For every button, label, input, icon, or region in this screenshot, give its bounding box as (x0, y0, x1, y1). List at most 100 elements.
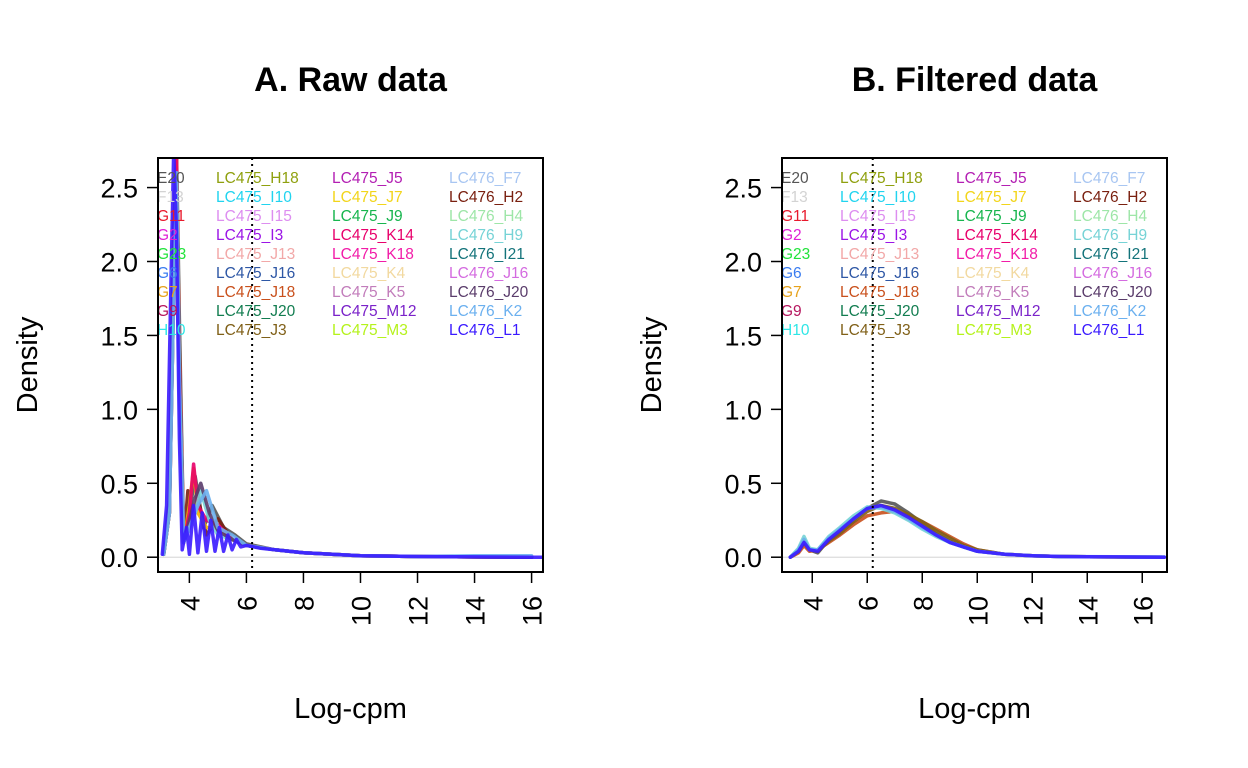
legend-label: F13 (157, 189, 184, 206)
legend-label: LC475_J13 (840, 246, 919, 263)
legend-label: LC476_L1 (1073, 322, 1145, 339)
legend-label: LC475_K18 (332, 246, 414, 263)
legend-label: LC476_I21 (449, 246, 525, 263)
y-tick-label: 1.0 (100, 395, 138, 425)
legend-label: LC476_J16 (449, 265, 528, 282)
legend-label: LC475_J16 (216, 265, 295, 282)
legend-label: LC476_J20 (449, 284, 529, 301)
legend-label: LC475_J7 (956, 189, 1027, 206)
legend-label: G11 (157, 208, 185, 225)
legend-label: LC475_K14 (956, 227, 1038, 244)
y-tick-label: 1.5 (724, 321, 762, 351)
x-axis-label: Log-cpm (918, 693, 1031, 725)
legend-label: LC476_H4 (449, 208, 523, 225)
legend: E20 F13 G11 G2 G23 G6 G7 G9 H10 LC475_H18 LC475_I1… (781, 170, 1153, 339)
y-tick-label: 0.0 (724, 543, 762, 573)
legend-label: LC475_K5 (956, 284, 1029, 301)
legend-label: LC475_J5 (956, 170, 1027, 187)
legend-label: LC476_K2 (1073, 303, 1146, 320)
legend-label: G23 (157, 246, 186, 263)
legend-label: LC475_I15 (840, 208, 916, 225)
legend-label: LC475_J18 (216, 284, 295, 301)
panel-raw: A. Raw data E20 F13 G11 G2 G23 G6 G7 G9 H10 LC475_… (12, 61, 548, 725)
y-tick-label: 2.0 (100, 248, 138, 278)
legend-label: LC475_K18 (956, 246, 1038, 263)
legend-label: H10 (157, 322, 186, 339)
legend-label: LC475_J3 (840, 322, 911, 339)
series-group (788, 499, 1167, 559)
x-tick-label: 12 (1018, 596, 1048, 626)
legend-label: LC475_J3 (216, 322, 287, 339)
legend-label: LC475_M3 (332, 322, 408, 339)
legend-label: LC476_H2 (449, 189, 523, 206)
legend-label: LC475_K4 (956, 265, 1030, 282)
legend-label: LC476_H9 (1073, 227, 1147, 244)
legend-label: LC476_F7 (449, 170, 521, 187)
legend: E20 F13 G11 G2 G23 G6 G7 G9 H10 LC475_H18 LC475_I1… (157, 170, 529, 339)
legend-label: E20 (781, 170, 809, 187)
legend-label: E20 (157, 170, 185, 187)
legend-label: LC475_J9 (956, 208, 1027, 225)
legend-label: G7 (781, 284, 802, 301)
legend-label: LC476_J20 (1073, 284, 1153, 301)
legend-label: LC476_F7 (1073, 170, 1145, 187)
y-tick-label: 2.0 (724, 248, 762, 278)
series-line-lc476-l1 (160, 158, 543, 559)
x-axis-label: Log-cpm (294, 693, 407, 725)
legend-label: LC475_I3 (216, 227, 283, 244)
x-tick-label: 14 (461, 596, 491, 626)
legend-label: G2 (781, 227, 802, 244)
legend-label: LC476_I21 (1073, 246, 1149, 263)
legend-label: LC475_J20 (840, 303, 920, 320)
x-tick-label: 6 (232, 596, 262, 611)
y-tick-label: 1.5 (100, 321, 138, 351)
x-tick-label: 10 (963, 596, 993, 626)
legend-label: G7 (157, 284, 178, 301)
legend-label: LC475_J20 (216, 303, 296, 320)
legend-label: LC475_J9 (332, 208, 403, 225)
chart-title: B. Filtered data (852, 61, 1099, 99)
series-line-lc476-l1 (788, 503, 1167, 559)
x-tick-label: 6 (853, 596, 883, 611)
x-tick-label: 8 (289, 596, 319, 611)
y-axis-label: Density (12, 316, 44, 413)
panel-filtered: B. Filtered data E20 F13 G11 G2 G23 G6 G7 G9 H10 L… (636, 61, 1168, 725)
x-tick-label: 12 (404, 596, 434, 626)
legend-label: G6 (157, 265, 178, 282)
y-axis-label: Density (636, 316, 668, 413)
legend-label: LC475_J5 (332, 170, 403, 187)
x-tick-label: 4 (175, 596, 205, 611)
series-group (160, 158, 543, 559)
legend-label: LC476_J16 (1073, 265, 1152, 282)
legend-label: G11 (781, 208, 809, 225)
legend-label: LC475_J7 (332, 189, 403, 206)
legend-label: LC476_H2 (1073, 189, 1147, 206)
legend-label: LC475_M12 (956, 303, 1040, 320)
legend-label: LC475_J18 (840, 284, 919, 301)
legend-label: LC476_L1 (449, 322, 521, 339)
legend-label: LC475_J13 (216, 246, 295, 263)
x-tick-label: 14 (1073, 596, 1103, 626)
legend-label: LC475_H18 (216, 170, 299, 187)
legend-label: G9 (157, 303, 178, 320)
legend-label: G9 (781, 303, 802, 320)
legend-label: F13 (781, 189, 808, 206)
legend-label: LC476_H9 (449, 227, 523, 244)
legend-label: G23 (781, 246, 810, 263)
legend-label: LC475_H18 (840, 170, 923, 187)
y-tick-label: 2.5 (724, 174, 762, 204)
legend-label: LC475_K5 (332, 284, 405, 301)
legend-label: LC475_M3 (956, 322, 1032, 339)
y-tick-label: 0.0 (100, 543, 138, 573)
legend-label: G2 (157, 227, 178, 244)
y-tick-label: 2.5 (100, 174, 138, 204)
x-tick-label: 10 (346, 596, 376, 626)
y-tick-label: 0.5 (100, 469, 138, 499)
x-tick-label: 8 (908, 596, 938, 611)
legend-label: H10 (781, 322, 810, 339)
legend-label: LC475_K14 (332, 227, 414, 244)
legend-label: LC475_K4 (332, 265, 406, 282)
legend-label: LC475_J16 (840, 265, 919, 282)
